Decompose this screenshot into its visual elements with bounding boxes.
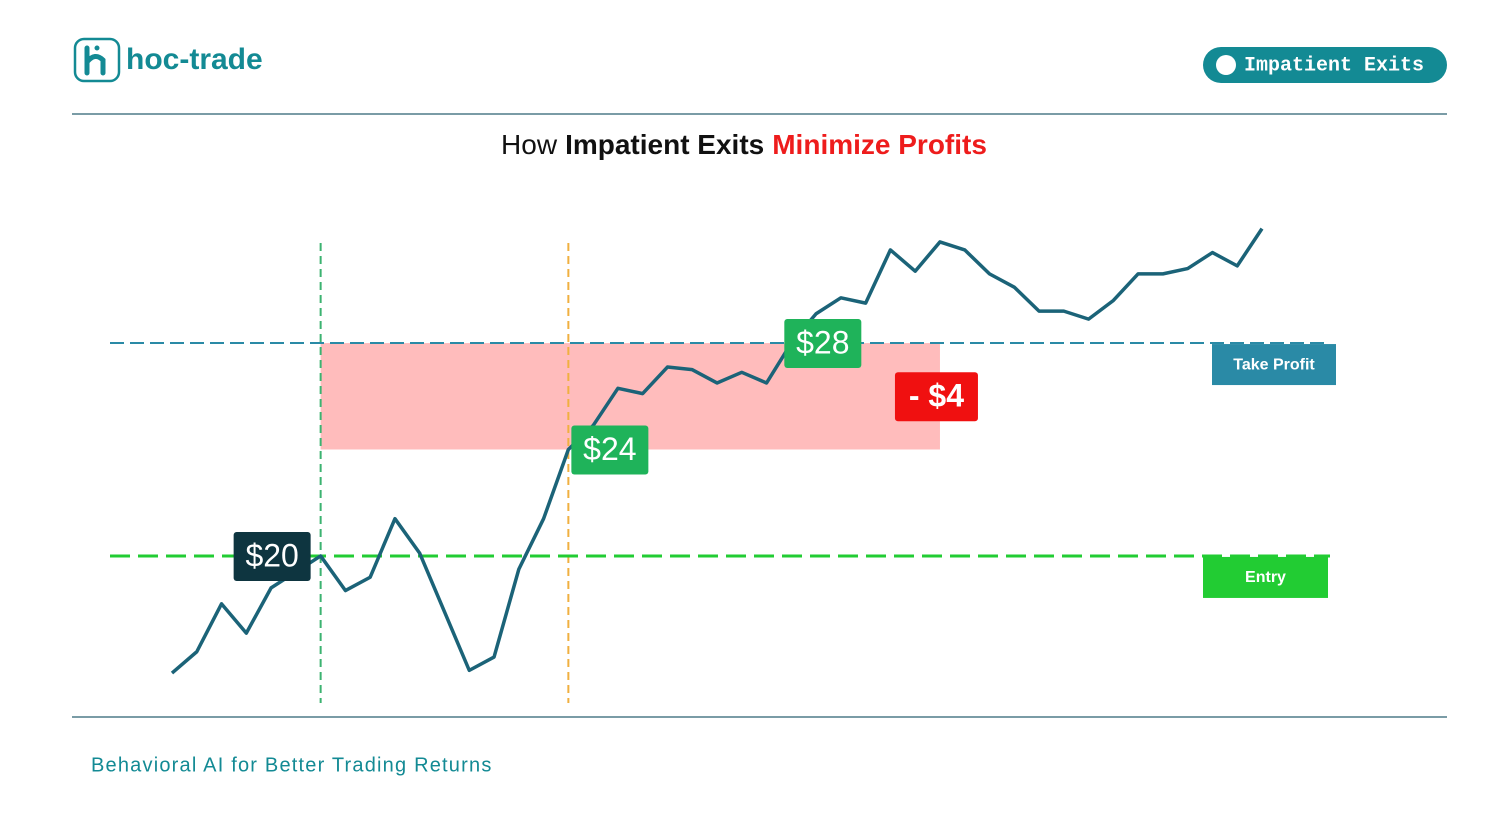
price-line bbox=[170, 227, 1264, 675]
badge bbox=[1203, 47, 1447, 83]
level-box bbox=[1203, 556, 1328, 598]
level-box bbox=[1212, 344, 1336, 386]
logo-icon bbox=[73, 37, 121, 83]
level-label: Take Profit bbox=[1233, 356, 1315, 373]
badge-text: Impatient Exits bbox=[1244, 54, 1424, 77]
tagline: Behavioral AI for Better Trading Returns bbox=[91, 754, 493, 776]
title-part: How bbox=[501, 129, 558, 160]
level-label: Entry bbox=[1245, 569, 1286, 586]
price-tag-label: $24 bbox=[583, 431, 636, 467]
price-tag-label: $28 bbox=[796, 325, 849, 361]
loss-tag bbox=[894, 372, 978, 422]
chart-title: How Impatient Exits Minimize Profits bbox=[501, 129, 987, 160]
price-tag bbox=[233, 531, 311, 581]
logo-text: hoc-trade bbox=[126, 43, 263, 76]
price-tag bbox=[571, 425, 649, 475]
plot: Take Profit Entry $20 $24 $28 - $4 bbox=[110, 227, 1336, 703]
badge-dot bbox=[1216, 55, 1236, 75]
price-tag-label: $20 bbox=[245, 537, 298, 573]
title-part: Impatient Exits bbox=[565, 129, 764, 160]
title-part: Minimize Profits bbox=[772, 129, 987, 160]
price-tag bbox=[784, 319, 862, 369]
loss-tag-label: - $4 bbox=[909, 378, 964, 414]
logo-mark bbox=[84, 45, 106, 76]
